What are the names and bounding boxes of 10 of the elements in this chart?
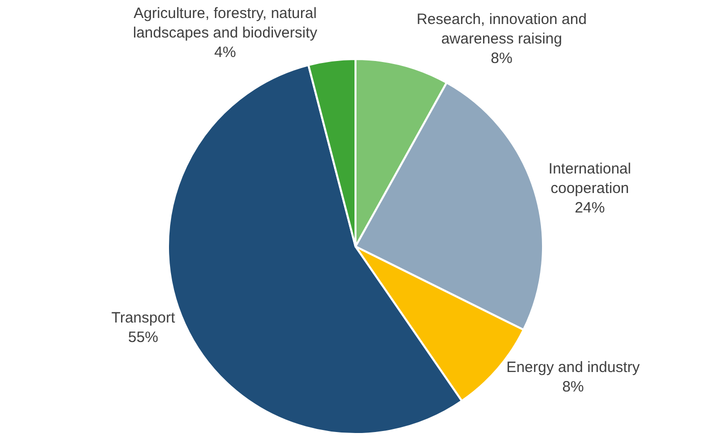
data-label: 8% xyxy=(562,378,584,396)
slice-label: International cooperation xyxy=(548,160,632,197)
slice-label: Agriculture, forestry, natural landscapes and biodiversity xyxy=(132,4,318,42)
data-label: 55% xyxy=(128,328,158,346)
slice-label: Energy and industry xyxy=(506,358,640,376)
data-label: 8% xyxy=(490,50,512,67)
slice-label: Transport xyxy=(111,309,176,326)
data-label: 24% xyxy=(574,199,605,216)
data-label: 4% xyxy=(214,44,236,61)
slice-label: Research, innovation and awareness raising xyxy=(416,10,587,48)
